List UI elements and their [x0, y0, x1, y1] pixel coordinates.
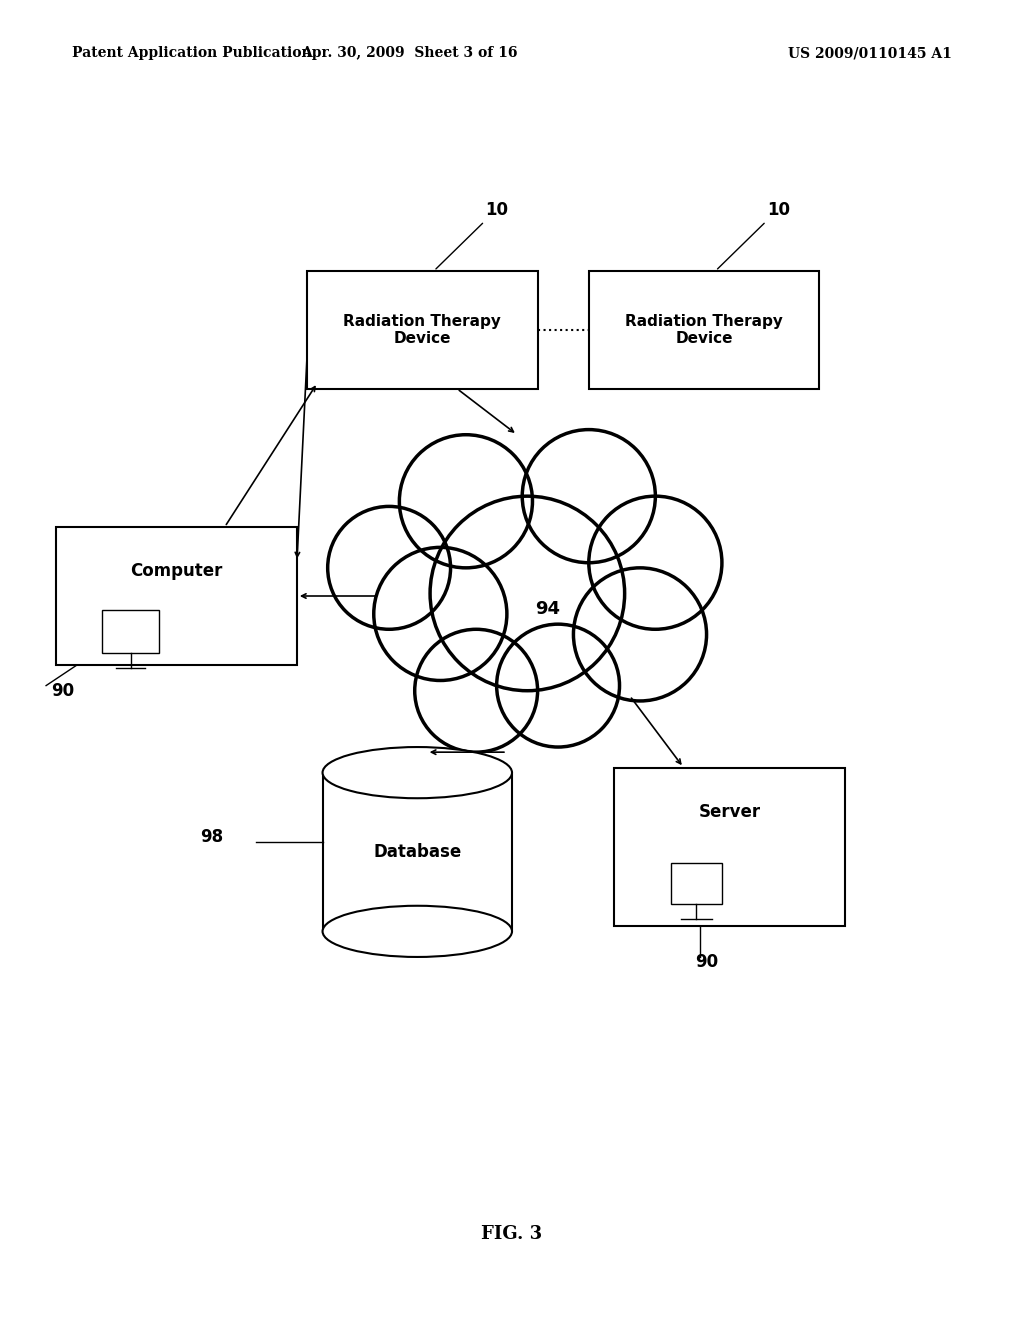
- FancyBboxPatch shape: [671, 863, 722, 904]
- Text: 94: 94: [536, 599, 560, 618]
- FancyBboxPatch shape: [307, 271, 538, 388]
- FancyBboxPatch shape: [323, 772, 512, 932]
- Ellipse shape: [323, 906, 512, 957]
- Text: 90: 90: [51, 682, 75, 700]
- Circle shape: [589, 496, 722, 630]
- Text: Radiation Therapy
Device: Radiation Therapy Device: [625, 314, 783, 346]
- Circle shape: [415, 630, 538, 752]
- Circle shape: [497, 624, 620, 747]
- Text: Database: Database: [373, 843, 462, 861]
- FancyBboxPatch shape: [56, 527, 297, 665]
- Text: Apr. 30, 2009  Sheet 3 of 16: Apr. 30, 2009 Sheet 3 of 16: [301, 46, 518, 61]
- Text: 10: 10: [718, 201, 790, 269]
- Text: 10: 10: [436, 201, 508, 269]
- Circle shape: [522, 429, 655, 562]
- Text: 98: 98: [200, 828, 223, 846]
- Text: Computer: Computer: [130, 562, 223, 579]
- Text: 90: 90: [695, 953, 718, 972]
- Text: Server: Server: [698, 803, 761, 821]
- Circle shape: [399, 434, 532, 568]
- Circle shape: [573, 568, 707, 701]
- Text: Patent Application Publication: Patent Application Publication: [72, 46, 311, 61]
- Text: FIG. 3: FIG. 3: [481, 1225, 543, 1243]
- Ellipse shape: [323, 747, 512, 799]
- FancyBboxPatch shape: [102, 610, 159, 653]
- Circle shape: [374, 548, 507, 681]
- Circle shape: [430, 496, 625, 690]
- FancyBboxPatch shape: [614, 767, 845, 927]
- Text: US 2009/0110145 A1: US 2009/0110145 A1: [788, 46, 952, 61]
- Circle shape: [328, 507, 451, 630]
- FancyBboxPatch shape: [589, 271, 819, 388]
- Text: Radiation Therapy
Device: Radiation Therapy Device: [343, 314, 502, 346]
